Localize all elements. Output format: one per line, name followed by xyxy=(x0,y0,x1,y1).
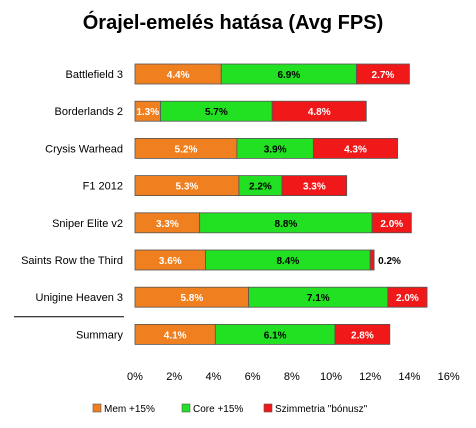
data-label: 3.9% xyxy=(264,144,287,155)
category-label: Unigine Heaven 3 xyxy=(36,292,123,304)
data-label: 3.6% xyxy=(159,256,182,267)
x-tick-label: 6% xyxy=(245,371,261,383)
bar-segment xyxy=(371,212,412,234)
x-tick-label: 16% xyxy=(438,371,460,383)
category-label: Battlefield 3 xyxy=(66,69,123,81)
x-tick-label: 2% xyxy=(166,371,182,383)
data-label: 4.1% xyxy=(164,330,187,341)
data-label: 5.8% xyxy=(180,293,203,304)
x-tick-label: 14% xyxy=(398,371,420,383)
data-label: 6.1% xyxy=(264,330,287,341)
data-label: 2.0% xyxy=(396,293,419,304)
data-label: 8.8% xyxy=(275,219,298,230)
legend: Mem +15% Core +15% Szimmetria "bónusz" xyxy=(92,403,368,415)
data-label: 0.2% xyxy=(378,256,401,267)
legend-label: Core +15% xyxy=(193,404,243,415)
x-tick-label: 12% xyxy=(359,371,381,383)
x-tick-label: 8% xyxy=(284,371,300,383)
bar-segment xyxy=(369,249,375,271)
bar-segment xyxy=(387,286,428,308)
category-label: Borderlands 2 xyxy=(55,106,124,118)
data-label: 3.3% xyxy=(156,219,179,230)
data-label: 2.7% xyxy=(372,70,395,81)
x-tick-label: 10% xyxy=(320,371,342,383)
x-tick-label: 4% xyxy=(205,371,221,383)
data-label: 5.7% xyxy=(205,107,228,118)
category-label: Sniper Elite v2 xyxy=(52,218,123,230)
x-axis: 0% 2% 4% 6% 8% 10% 12% 14% 16% xyxy=(127,371,460,383)
data-label: 1.3% xyxy=(136,107,159,118)
bar-segment xyxy=(334,323,391,345)
category-label: Crysis Warhead xyxy=(45,143,123,155)
legend-label: Mem +15% xyxy=(104,404,155,415)
data-label: 5.2% xyxy=(175,144,198,155)
data-label: 2.0% xyxy=(380,219,403,230)
category-label: Summary xyxy=(76,329,124,341)
legend-swatch xyxy=(181,403,191,413)
chart-title: Órajel-emelés hatása (Avg FPS) xyxy=(83,10,384,34)
bar-segment xyxy=(271,100,367,122)
legend-swatch xyxy=(263,403,273,413)
legend-label: Szimmetria "bónusz" xyxy=(275,404,368,415)
bars xyxy=(134,63,428,345)
bar-segment xyxy=(312,137,399,159)
category-label: F1 2012 xyxy=(83,181,123,193)
data-labels: 4.4% 6.9% 2.7% 1.3% 5.7% 4.8% 5.2% 3.9% 4.3% 5.3%… xyxy=(136,70,419,341)
data-label: 6.9% xyxy=(277,70,300,81)
data-label: 5.3% xyxy=(176,182,199,193)
category-label: Saints Row the Third xyxy=(21,255,123,267)
x-tick-label: 0% xyxy=(127,371,143,383)
data-label: 3.3% xyxy=(303,182,326,193)
data-label: 4.3% xyxy=(344,144,367,155)
category-labels: Battlefield 3 Borderlands 2 Crysis Warhead… xyxy=(14,69,124,341)
data-label: 4.8% xyxy=(308,107,331,118)
data-label: 4.4% xyxy=(167,70,190,81)
legend-swatch xyxy=(92,403,102,413)
bar-segment xyxy=(356,63,410,85)
bar-segment xyxy=(281,175,348,197)
data-label: 8.4% xyxy=(276,256,299,267)
data-label: 2.2% xyxy=(249,182,272,193)
data-label: 7.1% xyxy=(307,293,330,304)
data-label: 2.8% xyxy=(351,330,374,341)
